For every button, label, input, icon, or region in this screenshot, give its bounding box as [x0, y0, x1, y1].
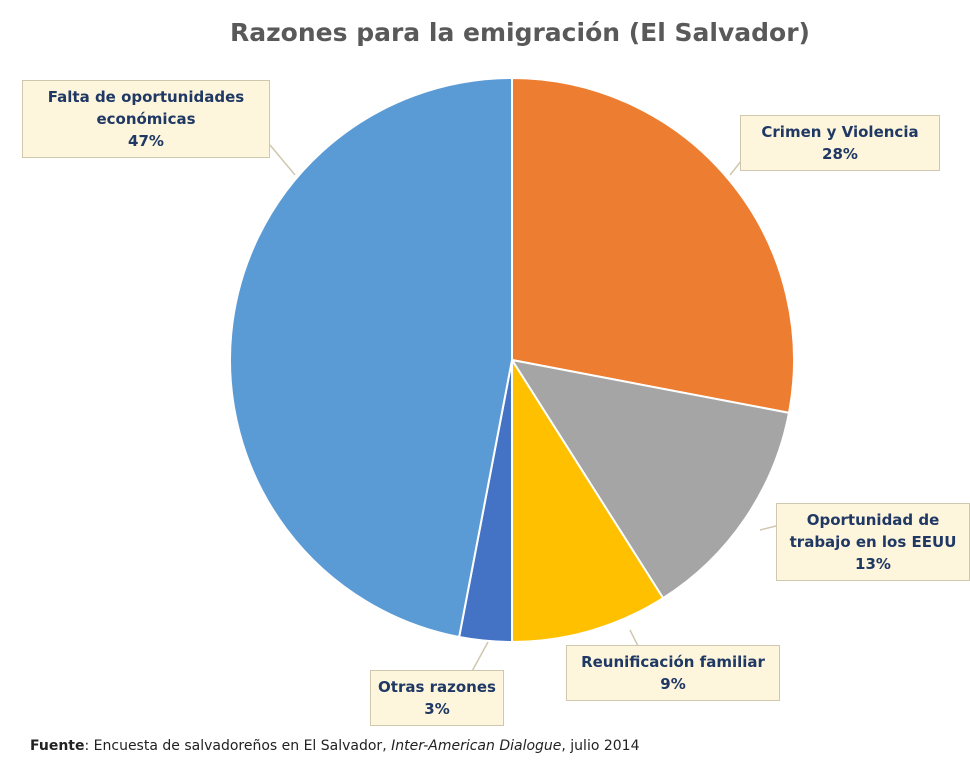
source-date: , julio 2014 — [561, 738, 640, 754]
pie-slice — [509, 358, 791, 600]
slice-label: Oportunidad de trabajo en los EEUU 13% — [776, 503, 970, 581]
slice-label: Otras razones 3% — [370, 670, 504, 726]
category-label: Falta de oportunidades económicas — [47, 88, 245, 128]
category-label: Otras razones — [378, 678, 496, 696]
source-text: : Encuesta de salvadoreños en El Salvado… — [84, 738, 392, 754]
category-label: Crimen y Violencia — [761, 123, 919, 141]
value-label: 28% — [822, 145, 858, 163]
source-org: Inter-American Dialogue — [391, 738, 562, 754]
value-label: 47% — [128, 132, 164, 150]
chart-title: Razones para la emigración (El Salvador) — [230, 18, 810, 47]
slice-label: Crimen y Violencia 28% — [740, 115, 940, 171]
category-label: Oportunidad de trabajo en los EEUU — [789, 511, 957, 551]
pie-slice — [511, 356, 665, 644]
slice-label: Reunificación familiar 9% — [566, 645, 780, 701]
value-label: 3% — [424, 700, 450, 718]
value-label: 13% — [855, 555, 891, 573]
pie-slice — [511, 76, 795, 415]
slice-label: Falta de oportunidades económicas 47% — [22, 80, 270, 158]
category-label: Reunificación familiar — [581, 653, 765, 671]
source-label: Fuente — [30, 738, 85, 754]
value-label: 9% — [660, 675, 686, 693]
source: Fuente: Encuesta de salvadoreños en El S… — [30, 738, 639, 754]
pie-slice — [229, 76, 513, 639]
